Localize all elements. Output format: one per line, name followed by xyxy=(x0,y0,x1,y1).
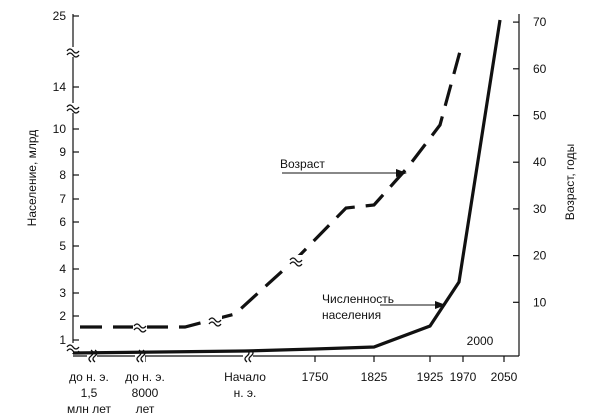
x-tick-label-3-0: 1750 xyxy=(302,370,329,384)
left-axis-break-2 xyxy=(66,103,80,114)
right-tick-label-50: 50 xyxy=(533,109,547,123)
series-population-line xyxy=(72,19,502,355)
x-inner-label-2000: 2000 xyxy=(467,334,494,348)
axis-break-marks xyxy=(66,47,254,363)
x-tick-label-0-0: до н. э. xyxy=(69,370,109,384)
left-tick-label-10: 10 xyxy=(53,122,67,136)
x-tick-label-1-2: лет xyxy=(136,402,155,416)
age-line-break-3 xyxy=(289,255,303,267)
x-tick-label-1-1: 8000 xyxy=(132,386,159,400)
x-axis-labels: до н. э. 1,5 млн лет до н. э. 8000 лет Начало н… xyxy=(67,356,518,416)
age-annotation: Возраст xyxy=(280,157,325,171)
series-age-line xyxy=(80,43,464,329)
x-tick-label-1-0: до н. э. xyxy=(125,370,165,384)
right-tick-label-40: 40 xyxy=(533,155,547,169)
left-tick-label-8: 8 xyxy=(59,168,66,182)
age-line-break-2 xyxy=(208,315,222,327)
x-tick-label-0-1: 1,5 xyxy=(81,386,98,400)
left-axis-break-1 xyxy=(66,47,80,58)
left-tick-label-5: 5 xyxy=(59,239,66,253)
population-annotation-line2: населения xyxy=(322,308,381,322)
left-tick-label-1: 1 xyxy=(59,333,66,347)
left-axis-label: Население, млрд xyxy=(25,130,39,227)
right-tick-label-30: 30 xyxy=(533,202,547,216)
x-tick-label-4-0: 1825 xyxy=(361,370,388,384)
x-tick-label-2-0: Начало xyxy=(224,370,266,384)
right-tick-label-60: 60 xyxy=(533,62,547,76)
age-line-break-1 xyxy=(133,321,147,333)
population-annotation-line1: Численность xyxy=(322,292,394,306)
right-tick-label-10: 10 xyxy=(533,295,547,309)
left-tick-label-9: 9 xyxy=(59,145,66,159)
right-tick-label-20: 20 xyxy=(533,249,547,263)
left-tick-label-25: 25 xyxy=(53,9,67,23)
left-tick-label-14: 14 xyxy=(53,80,67,94)
left-axis-ticks: 1 2 3 4 5 6 7 8 9 10 14 25 xyxy=(53,9,79,347)
series-lines xyxy=(72,19,502,355)
left-tick-label-6: 6 xyxy=(59,215,66,229)
age-annotation-arrowhead xyxy=(396,169,407,177)
x-tick-label-0-2: млн лет xyxy=(67,402,111,416)
x-tick-label-6-0: 1970 xyxy=(450,370,477,384)
x-tick-label-7-0: 2050 xyxy=(491,370,518,384)
right-tick-label-70: 70 xyxy=(533,15,547,29)
x-tick-label-5-0: 1925 xyxy=(417,370,444,384)
left-tick-label-3: 3 xyxy=(59,286,66,300)
left-tick-label-7: 7 xyxy=(59,192,66,206)
left-tick-label-4: 4 xyxy=(59,262,66,276)
right-axis-label: Возраст, годы xyxy=(563,144,577,220)
x-tick-label-2-1: н. э. xyxy=(234,386,257,400)
population-annotation-arrowhead xyxy=(435,301,446,309)
left-tick-label-2: 2 xyxy=(59,309,66,323)
right-axis-ticks: 10 20 30 40 50 60 70 xyxy=(513,15,547,309)
